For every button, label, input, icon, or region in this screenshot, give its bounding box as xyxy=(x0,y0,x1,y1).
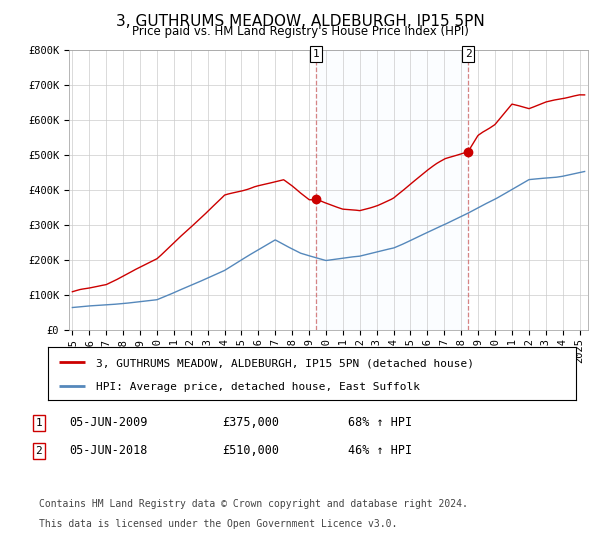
Text: This data is licensed under the Open Government Licence v3.0.: This data is licensed under the Open Gov… xyxy=(39,519,397,529)
Text: 3, GUTHRUMS MEADOW, ALDEBURGH, IP15 5PN (detached house): 3, GUTHRUMS MEADOW, ALDEBURGH, IP15 5PN … xyxy=(95,358,473,368)
Text: 2: 2 xyxy=(35,446,43,456)
Text: £510,000: £510,000 xyxy=(222,444,279,458)
Text: £375,000: £375,000 xyxy=(222,416,279,430)
Text: 05-JUN-2018: 05-JUN-2018 xyxy=(69,444,148,458)
Text: Contains HM Land Registry data © Crown copyright and database right 2024.: Contains HM Land Registry data © Crown c… xyxy=(39,499,468,509)
Text: 05-JUN-2009: 05-JUN-2009 xyxy=(69,416,148,430)
Text: 2: 2 xyxy=(465,49,472,59)
Text: 1: 1 xyxy=(35,418,43,428)
Text: Price paid vs. HM Land Registry's House Price Index (HPI): Price paid vs. HM Land Registry's House … xyxy=(131,25,469,38)
Text: 68% ↑ HPI: 68% ↑ HPI xyxy=(348,416,412,430)
Text: 46% ↑ HPI: 46% ↑ HPI xyxy=(348,444,412,458)
Text: 3, GUTHRUMS MEADOW, ALDEBURGH, IP15 5PN: 3, GUTHRUMS MEADOW, ALDEBURGH, IP15 5PN xyxy=(116,14,484,29)
Text: 1: 1 xyxy=(313,49,320,59)
Bar xyxy=(316,50,469,330)
Text: HPI: Average price, detached house, East Suffolk: HPI: Average price, detached house, East… xyxy=(95,381,419,391)
